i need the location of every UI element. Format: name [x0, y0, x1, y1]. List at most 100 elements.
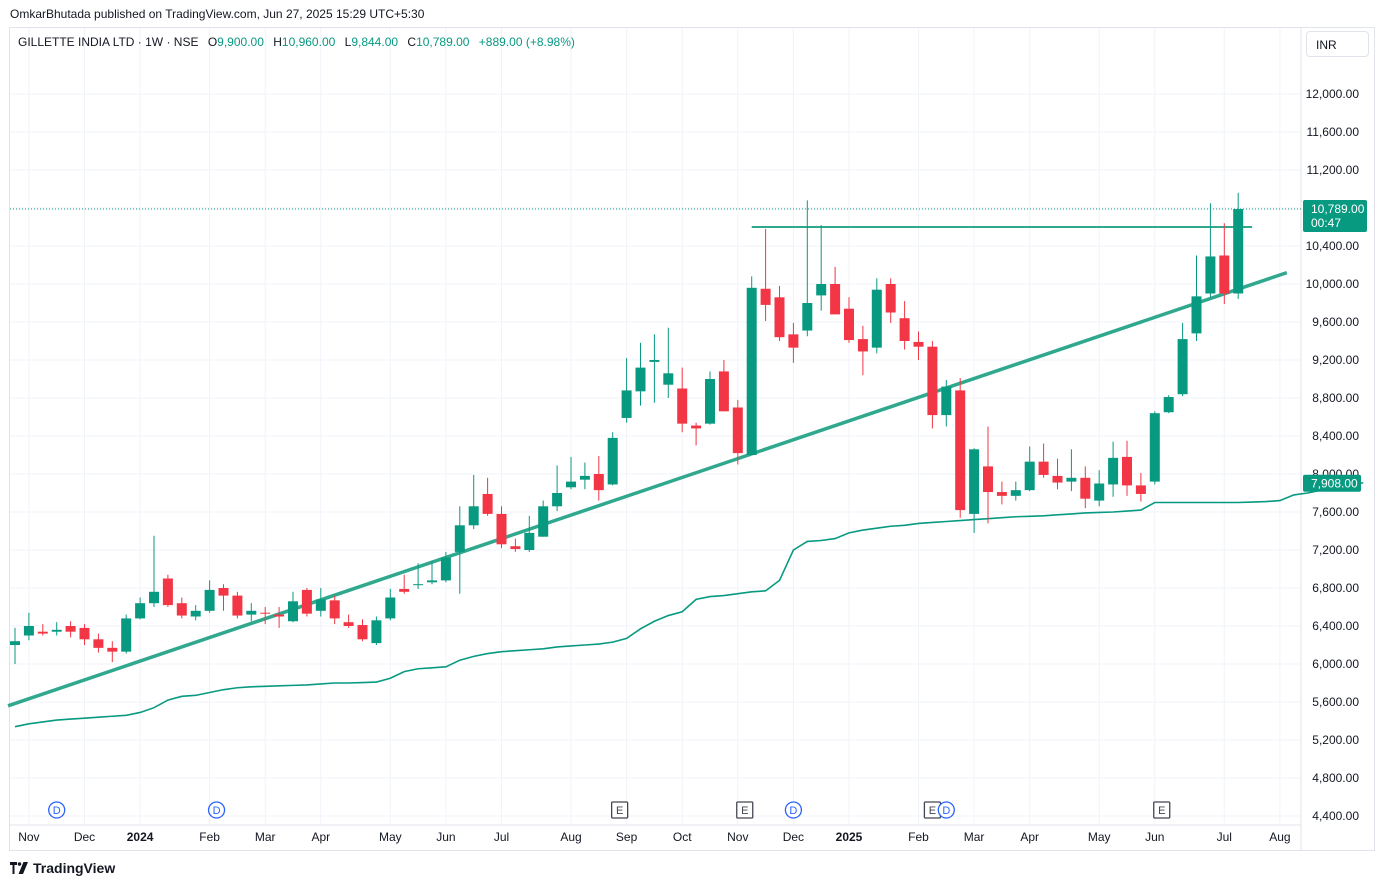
time-tick-label: Mar	[255, 830, 276, 844]
countdown-value: 00:47	[1311, 216, 1341, 230]
candle-body	[649, 360, 660, 362]
candle-body	[718, 371, 729, 412]
dividend-event-label: D	[213, 805, 221, 817]
footer-brand: TradingView	[10, 860, 115, 876]
candle-body	[371, 620, 382, 644]
brand-name: TradingView	[33, 860, 116, 876]
time-tick-label: Jul	[1217, 830, 1232, 844]
candle-body	[635, 367, 646, 392]
candles	[10, 192, 1244, 664]
time-tick-label: Jun	[1145, 830, 1164, 844]
candle-body	[37, 631, 48, 634]
price-tick-label: 12,000.00	[1306, 87, 1360, 101]
low-label: L	[344, 35, 352, 49]
time-tick-label: May	[379, 830, 402, 844]
candle-body	[746, 287, 757, 455]
candle-body	[399, 588, 410, 592]
time-tick-label: Sep	[616, 830, 638, 844]
price-tick-label: 8,400.00	[1312, 429, 1359, 443]
price-tick-label: 10,000.00	[1306, 277, 1360, 291]
grid	[10, 28, 1301, 825]
dividend-event-icon	[937, 801, 955, 819]
chart-frame	[9, 27, 1375, 851]
candle-body	[1080, 477, 1091, 499]
earnings-event-label: E	[741, 805, 748, 817]
tradingview-logo-icon	[10, 862, 28, 874]
candle-body	[468, 506, 479, 526]
time-tick-label: Apr	[311, 830, 330, 844]
candle-body	[857, 339, 868, 352]
price-tick-label: 6,800.00	[1312, 581, 1359, 595]
candle-body	[1122, 456, 1132, 486]
candle-body	[732, 407, 743, 454]
time-tick-label: 2024	[127, 830, 154, 844]
candle-body	[454, 525, 465, 552]
candle-body	[983, 466, 993, 493]
dividend-event-icon	[48, 801, 66, 819]
candle-body	[1191, 296, 1202, 334]
candle-body	[1177, 339, 1188, 395]
candle-body	[496, 513, 507, 545]
candle-body	[1052, 475, 1063, 483]
candle-body	[93, 639, 104, 648]
dividend-event-label: D	[789, 805, 797, 817]
candle-body	[176, 603, 187, 616]
candle-body	[663, 373, 674, 385]
time-axis: Nov Dec 2024 Feb Mar Apr May Jun Jul Aug Sep Oct Nov…	[18, 830, 1290, 844]
candle-body	[301, 589, 312, 614]
time-tick-label: Feb	[199, 830, 220, 844]
trendlines	[7, 226, 1288, 708]
candle-body	[705, 379, 715, 424]
candle-body	[440, 557, 451, 581]
time-tick-label: Nov	[18, 830, 39, 844]
price-tick-label: 9,600.00	[1312, 315, 1359, 329]
currency-button[interactable]: INR	[1306, 31, 1369, 57]
candle-body	[107, 647, 118, 652]
ma-price-value: 7,908.00	[1311, 477, 1358, 491]
time-tick-label: Dec	[783, 830, 804, 844]
candle-body	[871, 289, 882, 348]
candle-body	[760, 288, 771, 305]
low-value: 9,844.00	[351, 35, 399, 49]
candle-body	[1219, 255, 1230, 294]
candle-body	[996, 492, 1007, 496]
earnings-event-icon	[736, 801, 754, 819]
candle-body	[1038, 461, 1049, 475]
price-tick-label: 6,400.00	[1312, 619, 1359, 633]
candle-body	[941, 386, 952, 416]
candle-body	[774, 297, 785, 338]
candle-body	[830, 284, 841, 315]
candle-body	[260, 612, 271, 614]
ma-price-tag	[1303, 474, 1361, 492]
candle-body	[927, 346, 938, 416]
candle-body	[691, 425, 702, 429]
candle-body	[427, 580, 437, 583]
time-tick-label: May	[1088, 830, 1111, 844]
candle-body	[385, 597, 396, 619]
time-tick-label: Nov	[727, 830, 748, 844]
candle-body	[204, 589, 215, 611]
time-tick-label: Dec	[74, 830, 95, 844]
candle-body	[885, 284, 896, 313]
earnings-event-label: E	[1158, 805, 1165, 817]
price-tick-label: 8,800.00	[1312, 391, 1359, 405]
open-label: O	[207, 35, 218, 49]
candle-body	[510, 546, 521, 550]
symbol-title: GILLETTE INDIA LTD · 1W · NSE	[18, 35, 199, 49]
earnings-event-icon	[1153, 801, 1171, 819]
candle-body	[1149, 413, 1160, 482]
time-tick-label: Jul	[494, 830, 509, 844]
candle-body	[1135, 485, 1146, 494]
candle-body	[579, 475, 590, 480]
candle-body	[566, 481, 576, 488]
candle-body	[621, 390, 632, 418]
time-tick-label: Oct	[673, 830, 692, 844]
ohlc-legend: GILLETTE INDIA LTD · 1W · NSE O9,900.00 …	[18, 35, 575, 49]
candle-body	[190, 610, 201, 617]
high-label: H	[273, 35, 282, 49]
open-value: 9,900.00	[217, 35, 264, 49]
high-value: 10,960.00	[281, 35, 336, 49]
